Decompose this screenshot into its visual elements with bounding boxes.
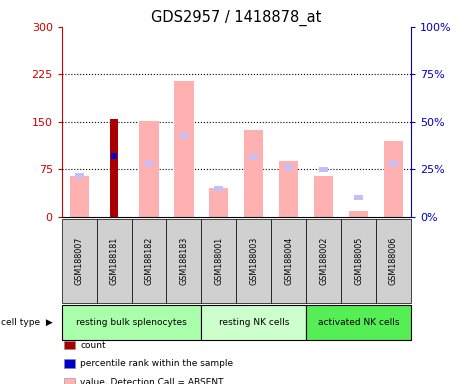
Bar xyxy=(70,176,89,217)
Bar xyxy=(111,119,118,217)
Text: GSM188006: GSM188006 xyxy=(389,237,398,285)
Text: count: count xyxy=(80,341,106,350)
Text: resting bulk splenocytes: resting bulk splenocytes xyxy=(76,318,187,327)
Text: activated NK cells: activated NK cells xyxy=(318,318,399,327)
Text: resting NK cells: resting NK cells xyxy=(218,318,289,327)
Text: GSM188004: GSM188004 xyxy=(284,237,293,285)
Bar xyxy=(215,186,223,191)
Text: GSM188007: GSM188007 xyxy=(75,237,84,285)
Bar xyxy=(174,81,193,217)
Text: cell type  ▶: cell type ▶ xyxy=(1,318,53,327)
Title: GDS2957 / 1418878_at: GDS2957 / 1418878_at xyxy=(151,9,322,25)
Bar xyxy=(349,211,368,217)
Bar xyxy=(111,153,117,159)
Text: GSM188005: GSM188005 xyxy=(354,237,363,285)
Text: GSM188001: GSM188001 xyxy=(214,237,223,285)
Text: GSM188002: GSM188002 xyxy=(319,237,328,285)
Bar xyxy=(140,121,159,217)
Bar xyxy=(389,161,398,166)
Bar xyxy=(180,133,188,138)
Text: GSM188183: GSM188183 xyxy=(180,237,189,285)
Bar xyxy=(244,129,263,217)
Text: GSM188182: GSM188182 xyxy=(144,237,153,285)
Bar xyxy=(319,167,328,172)
Bar xyxy=(314,176,333,217)
Bar xyxy=(249,154,258,159)
Bar xyxy=(285,165,293,170)
Text: GSM188181: GSM188181 xyxy=(110,237,119,285)
Text: percentile rank within the sample: percentile rank within the sample xyxy=(80,359,233,368)
Bar xyxy=(145,161,153,166)
Text: value, Detection Call = ABSENT: value, Detection Call = ABSENT xyxy=(80,377,224,384)
Bar xyxy=(279,161,298,217)
Bar xyxy=(209,189,228,217)
Bar xyxy=(354,195,363,200)
Bar xyxy=(75,173,84,178)
Text: GSM188003: GSM188003 xyxy=(249,237,258,285)
Bar xyxy=(384,141,403,217)
